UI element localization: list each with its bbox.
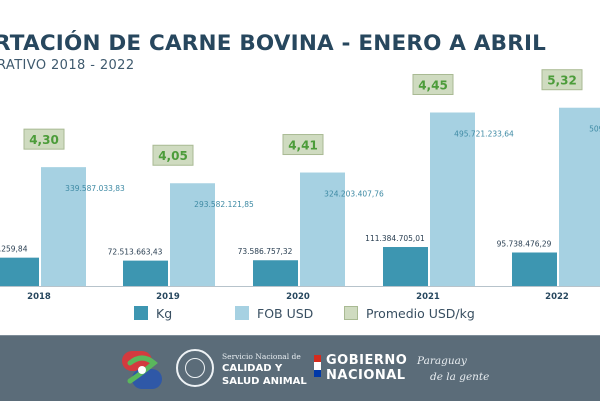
bar-kg-2021	[383, 247, 428, 286]
data-label-kg-2022: 95.738.476,29	[497, 239, 552, 248]
promedio-label-2022: 5,32	[547, 74, 577, 88]
senacsa-logo-icon	[122, 351, 162, 389]
promedio-badge-2020	[282, 134, 324, 156]
promedio-badge-2022	[541, 69, 583, 91]
slogan-line2: de la gente	[430, 371, 490, 383]
legend-label-promedio: Promedio USD/kg	[366, 305, 475, 321]
legend-item-promedio: Promedio USD/kg	[344, 303, 475, 323]
legend-item-fob: FOB USD	[235, 303, 313, 323]
promedio-badge-2018	[23, 128, 65, 150]
data-label-kg-2018: 989.259,84	[0, 245, 28, 254]
senacsa-line3: SALUD ANIMAL	[222, 376, 307, 387]
x-tick-label-2020: 2020	[286, 292, 310, 300]
chart-title: RTACIÓN DE CARNE BOVINA - ENERO A ABRIL	[0, 31, 547, 56]
promedio-badge-2019	[152, 144, 194, 166]
legend-swatch-fob	[235, 306, 249, 320]
bar-fob-2021	[430, 112, 475, 287]
legend-label-kg: Kg	[156, 305, 173, 321]
data-label-fob-2020: 324.203.407,76	[324, 190, 384, 199]
legend-label-fob: FOB USD	[257, 305, 314, 321]
bar-fob-2019	[170, 183, 215, 286]
x-tick-label-2021: 2021	[416, 292, 440, 300]
data-label-fob-2022: 509.364.237	[589, 125, 600, 134]
x-tick-label-2019: 2019	[156, 292, 180, 300]
data-label-kg-2020: 73.586.757,32	[238, 247, 293, 256]
footer-bar: Servicio Nacional de CALIDAD Y SALUD ANI…	[0, 335, 600, 401]
bar-fob-2022	[559, 107, 600, 286]
legend-swatch-promedio	[344, 306, 358, 320]
promedio-label-2018: 4,30	[29, 133, 59, 147]
promedio-label-2019: 4,05	[158, 149, 188, 163]
senacsa-line1: Servicio Nacional de	[222, 352, 301, 361]
x-tick-label-2018: 2018	[27, 292, 51, 300]
data-label-fob-2021: 495.721.233,64	[454, 129, 514, 138]
national-seal-icon	[176, 349, 214, 387]
promedio-badge-2021	[412, 73, 454, 95]
bar-kg-2022	[512, 252, 557, 286]
data-label-kg-2021: 111.384.705,01	[365, 234, 425, 243]
bar-fob-2018	[41, 167, 86, 286]
data-label-fob-2019: 293.582.121,85	[194, 200, 254, 209]
data-label-kg-2019: 72.513.663,43	[108, 248, 163, 257]
bar-kg-2018	[0, 257, 39, 286]
bar-kg-2019	[123, 260, 168, 286]
chart-subtitle: RATIVO 2018 - 2022	[0, 58, 135, 73]
gobierno-line1: GOBIERNO	[326, 353, 408, 368]
senacsa-line2: CALIDAD Y	[222, 363, 283, 374]
bar-fob-2020	[300, 172, 345, 286]
legend-item-kg: Kg	[134, 303, 172, 323]
gobierno-line2: NACIONAL	[326, 368, 406, 383]
data-label-fob-2018: 339.587.033,83	[65, 184, 125, 193]
bar-chart: 989.259,84 339.587.033,83 4,30 2018 72.513.6…	[0, 69, 600, 300]
x-tick-label-2022: 2022	[545, 292, 569, 300]
slogan-line1: Paraguay	[417, 355, 467, 367]
paraguay-flag-icon	[314, 355, 321, 377]
promedio-label-2020: 4,41	[288, 139, 318, 153]
bar-kg-2020	[253, 260, 298, 286]
promedio-label-2021: 4,45	[418, 78, 448, 92]
legend-swatch-kg	[134, 306, 148, 320]
chart-legend: Kg FOB USD Promedio USD/kg	[0, 303, 600, 327]
